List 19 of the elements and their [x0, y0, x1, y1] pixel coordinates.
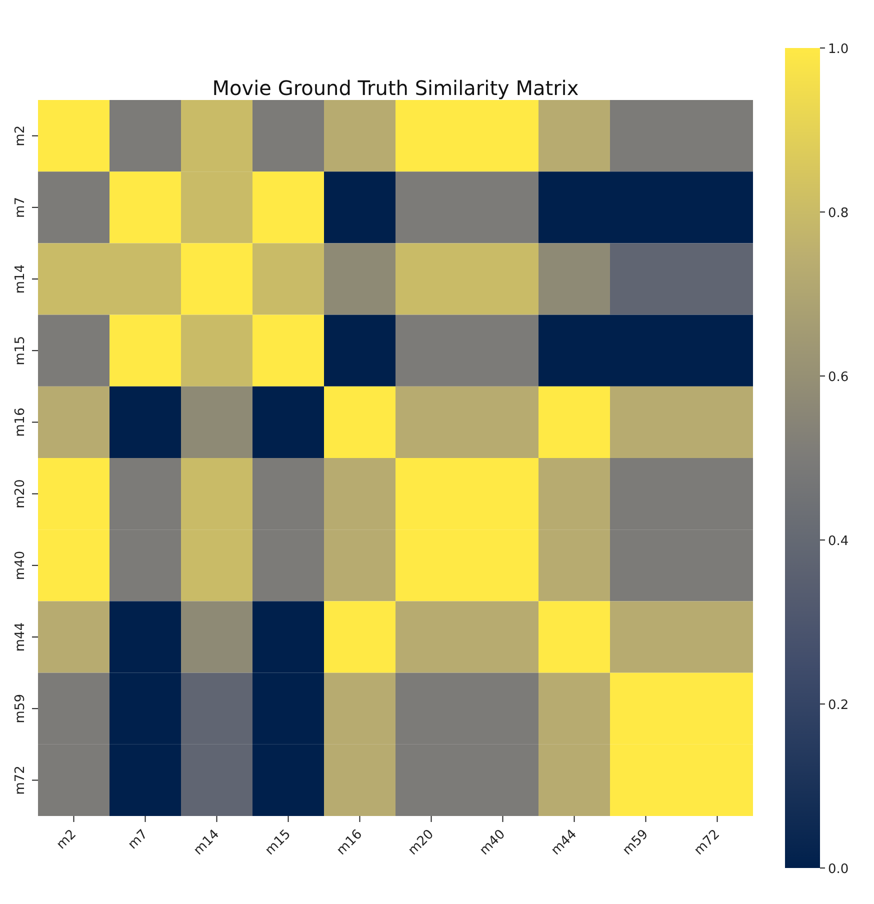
y-tick-label: m44 [13, 622, 28, 652]
color-bar-label: 0.0 [828, 862, 849, 877]
color-bar-label: 1.0 [828, 42, 849, 57]
y-tick-label: m16 [13, 408, 28, 437]
y-tick-label: m14 [13, 264, 28, 294]
y-tick-label: m7 [13, 196, 28, 218]
color-bar-label: 0.8 [828, 206, 849, 221]
color-bar-label: 0.2 [828, 698, 849, 713]
chart-title: Movie Ground Truth Similarity Matrix [211, 76, 580, 100]
y-tick-label: m2 [13, 125, 28, 146]
y-tick-label: m40 [13, 550, 28, 580]
x-tick-label: m7 [125, 827, 151, 852]
y-tick-label: m20 [13, 479, 28, 508]
x-tick-label: m2 [54, 827, 80, 852]
color-bar-label: 0.4 [828, 534, 849, 549]
y-tick-label: m59 [13, 694, 28, 724]
y-tick-label: m72 [13, 766, 28, 795]
color-bar-label: 0.6 [828, 370, 849, 385]
y-tick-label: m15 [13, 336, 28, 366]
